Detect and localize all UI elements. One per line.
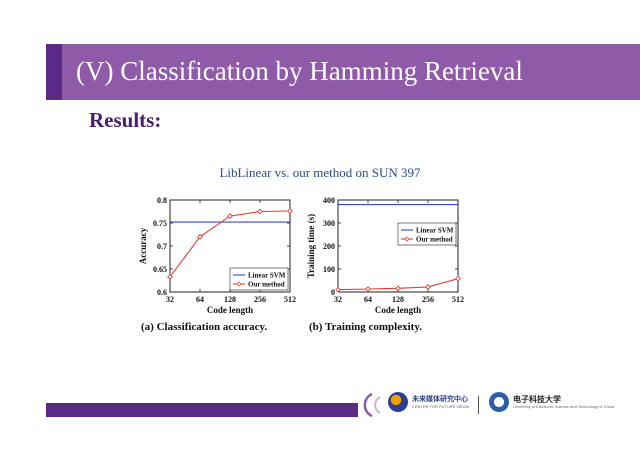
data-point-our-method (227, 213, 233, 220)
caption-accuracy: (a) Classification accuracy. (141, 321, 268, 333)
y-axis-label: Training time (s) (306, 214, 316, 278)
y-axis-label: Accuracy (138, 227, 148, 264)
footer-bar (46, 403, 358, 417)
x-tick-label: 128 (224, 295, 236, 304)
y-tick-label: 0 (331, 288, 335, 297)
data-point-our-method (197, 233, 203, 240)
x-tick-label: 512 (452, 295, 464, 304)
y-tick-label: 400 (323, 196, 335, 205)
x-axis-label: Code length (375, 305, 421, 315)
x-tick-label: 512 (284, 295, 296, 304)
uestc-seal-icon (489, 392, 509, 412)
footer-arcs (360, 392, 390, 423)
logo-divider (478, 396, 479, 414)
x-tick-label: 32 (334, 295, 342, 304)
cfm-logo-name: 未来媒体研究中心 (412, 395, 468, 403)
legend-label: Linear SVM (248, 272, 286, 280)
title-band (46, 44, 640, 100)
x-tick-label: 64 (196, 295, 204, 304)
training-time-chart: 0 100 200 300 400 32 64 128 256 512 Code length Tra… (302, 186, 472, 318)
cfm-logo-icon (388, 392, 408, 412)
x-tick-label: 32 (166, 295, 174, 304)
y-tick-label: 200 (323, 242, 335, 251)
data-point-our-method (287, 208, 293, 214)
x-tick-label: 64 (364, 295, 372, 304)
x-tick-label: 128 (392, 295, 404, 304)
plot-area (337, 199, 459, 293)
data-point-our-method (425, 284, 431, 290)
slide-title: (V) Classification by Hamming Retrieval (76, 56, 523, 86)
y-tick-label: 0.75 (153, 219, 167, 228)
x-axis-label: Code length (207, 305, 253, 315)
legend-marker (236, 281, 242, 287)
y-tick-label: 0.65 (153, 265, 167, 274)
cfm-logo-english: CENTER FOR FUTURE MEDIA (412, 403, 470, 409)
uestc-logo: 电子科技大学 University of Electronic Science … (489, 392, 614, 412)
y-tick-label: 100 (323, 265, 335, 274)
data-point-our-method (335, 286, 341, 293)
legend-label: Our method (248, 281, 285, 289)
x-tick-label: 256 (254, 295, 266, 304)
data-point-our-method (455, 275, 461, 282)
y-tick-label: 0.7 (157, 242, 167, 251)
y-tick-label: 0.6 (157, 288, 167, 297)
legend-marker (404, 236, 410, 242)
data-point-our-method (167, 273, 173, 280)
accuracy-chart: 0.6 0.65 0.7 0.75 0.8 32 64 128 256 512 Code lengt… (134, 186, 304, 318)
cfm-logo: 未来媒体研究中心 CENTER FOR FUTURE MEDIA (388, 392, 469, 412)
chart-subtitle: LibLinear vs. our method on SUN 397 (219, 165, 421, 180)
title-accent-bar (46, 44, 62, 100)
data-point-our-method (365, 286, 371, 292)
caption-training: (b) Training complexity. (309, 321, 422, 333)
y-tick-label: 300 (323, 219, 335, 228)
x-tick-label: 256 (422, 295, 434, 304)
data-point-our-method (257, 208, 263, 215)
legend-label: Our method (416, 236, 453, 244)
data-point-our-method (395, 285, 401, 292)
results-heading: Results: (89, 108, 162, 132)
y-tick-label: 0.8 (157, 196, 167, 205)
legend-label: Linear SVM (416, 227, 454, 235)
uestc-logo-name: 电子科技大学 (513, 394, 561, 404)
uestc-logo-english: University of Electronic Science and Tec… (513, 403, 615, 409)
